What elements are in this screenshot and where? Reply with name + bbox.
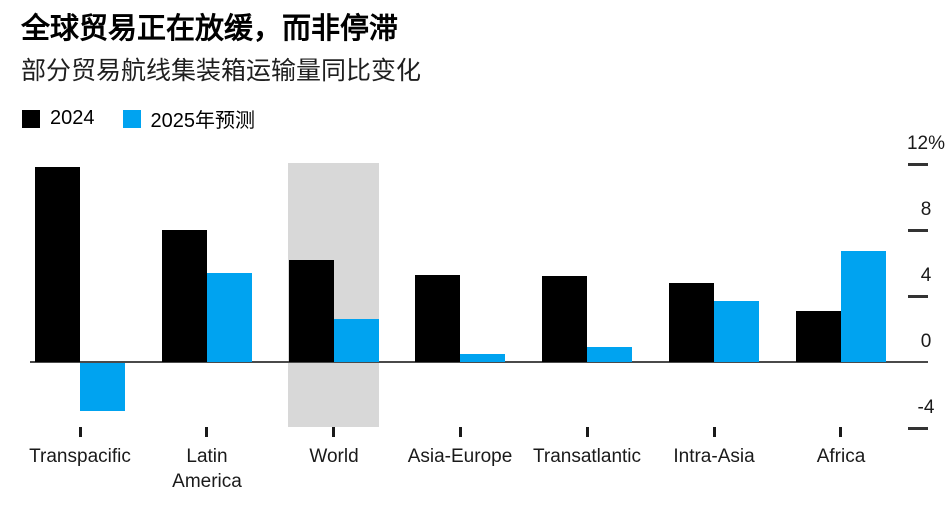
category-tick-asia-europe bbox=[459, 427, 462, 437]
y-tick-label--4: -4 bbox=[917, 397, 935, 418]
category-label-latin-america: Latin America bbox=[172, 446, 242, 492]
category-label-intra-asia: Intra-Asia bbox=[673, 446, 755, 467]
legend-item-2025-forecast: 2025年预测 bbox=[122, 104, 256, 133]
bar-2025年预测-intra-asia bbox=[714, 301, 759, 362]
chart-subtitle: 部分贸易航线集装箱运输量同比变化 bbox=[21, 57, 422, 85]
category-tick-transpacific bbox=[79, 427, 82, 437]
bar-2024-africa bbox=[795, 311, 841, 362]
legend-item-2024: 2024 bbox=[22, 107, 95, 130]
y-tick-12- bbox=[908, 163, 928, 166]
category-tick-world bbox=[332, 427, 335, 437]
chart-title: 全球贸易正在放缓，而非停滞 bbox=[21, 13, 399, 45]
category-tick-africa bbox=[839, 427, 842, 437]
category-label-transpacific: Transpacific bbox=[29, 446, 131, 467]
y-tick-4 bbox=[908, 295, 928, 298]
category-label-africa: Africa bbox=[816, 446, 866, 467]
bar-2024-latin-america bbox=[161, 230, 207, 362]
chart-legend: 2024 2025年预测 bbox=[22, 104, 255, 133]
bar-2024-asia-europe bbox=[415, 275, 461, 362]
legend-label-2024: 2024 bbox=[50, 107, 95, 129]
legend-swatch-2025-forecast bbox=[122, 109, 141, 128]
y-tick-label-8: 8 bbox=[920, 199, 932, 220]
y-tick--4 bbox=[908, 427, 928, 430]
bar-2025年预测-world bbox=[333, 319, 379, 362]
bar-2025年预测-transpacific bbox=[80, 363, 125, 411]
bar-2024-intra-asia bbox=[669, 283, 714, 362]
legend-label-2025-forecast: 2025年预测 bbox=[150, 110, 256, 132]
bar-2025年预测-latin-america bbox=[206, 273, 252, 362]
bar-2025年预测-transatlantic bbox=[587, 347, 633, 362]
bar-2025年预测-africa bbox=[840, 251, 886, 362]
bar-2024-transpacific bbox=[35, 167, 80, 362]
bar-chart: 12% 8 4 0 -4 Transpacific Latin America World As… bbox=[0, 133, 952, 519]
y-tick-8 bbox=[908, 229, 928, 232]
category-tick-latin-america bbox=[205, 427, 208, 437]
category-label-transatlantic: Transatlantic bbox=[532, 446, 642, 467]
bar-2025年预测-asia-europe bbox=[460, 354, 506, 362]
category-label-world: World bbox=[309, 446, 359, 467]
y-tick-label-4: 4 bbox=[920, 265, 932, 286]
y-tick-label-0: 0 bbox=[920, 331, 932, 352]
category-tick-intra-asia bbox=[713, 427, 716, 437]
bar-2024-transatlantic bbox=[542, 276, 588, 362]
category-label-asia-europe: Asia-Europe bbox=[407, 446, 513, 467]
y-tick-label-12-: 12% bbox=[906, 133, 946, 154]
x-axis-baseline bbox=[30, 361, 928, 363]
category-tick-transatlantic bbox=[586, 427, 589, 437]
bar-2024-world bbox=[288, 260, 334, 362]
legend-swatch-2024 bbox=[22, 109, 40, 128]
